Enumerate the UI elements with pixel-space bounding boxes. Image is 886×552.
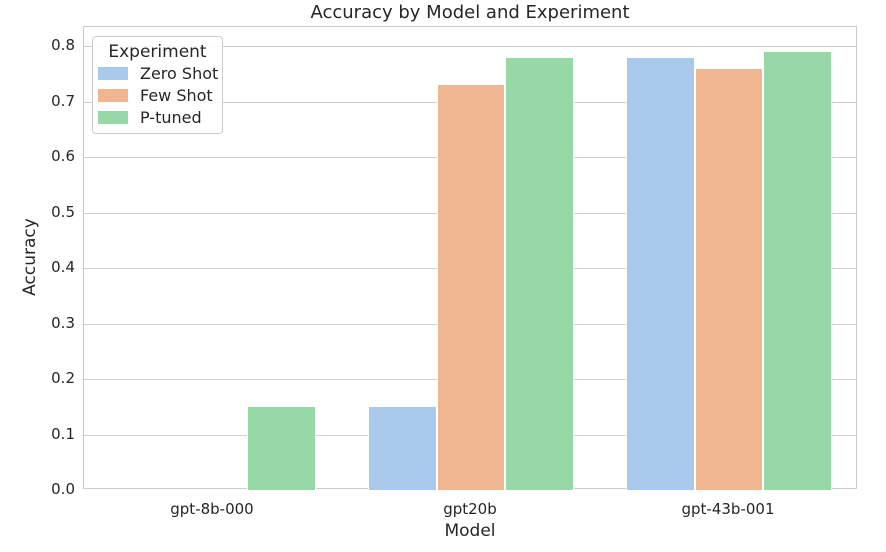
bar-gpt20b-zero-shot — [367, 406, 437, 490]
y-tick-0.7: 0.7 — [51, 91, 75, 110]
y-axis-label: Accuracy — [20, 218, 40, 296]
bar-gpt20b-p-tuned — [505, 57, 575, 490]
bar-gpt-43b-001-p-tuned — [763, 52, 833, 490]
legend-item-p-tuned: P-tuned — [93, 106, 222, 128]
legend: Experiment Zero Shot Few Shot P-tuned — [92, 36, 223, 134]
gridline-0.8 — [84, 46, 856, 48]
legend-label-zero-shot: Zero Shot — [140, 63, 219, 83]
y-tick-0.1: 0.1 — [51, 424, 75, 443]
legend-swatch-few-shot — [98, 88, 128, 102]
legend-swatch-p-tuned — [98, 110, 128, 124]
bar-gpt-8b-000-p-tuned — [247, 406, 317, 490]
legend-label-p-tuned: P-tuned — [140, 107, 202, 127]
legend-item-few-shot: Few Shot — [93, 84, 222, 106]
y-tick-0.8: 0.8 — [51, 36, 75, 55]
legend-label-few-shot: Few Shot — [140, 85, 213, 105]
y-tick-0.3: 0.3 — [51, 313, 75, 332]
legend-swatch-zero-shot — [98, 66, 128, 80]
legend-title: Experiment — [108, 42, 207, 62]
x-tick-gpt20b: gpt20b — [443, 500, 497, 518]
x-tick-gpt-43b-001: gpt-43b-001 — [681, 500, 775, 518]
legend-item-zero-shot: Zero Shot — [93, 62, 222, 84]
y-tick-0.0: 0.0 — [51, 480, 75, 498]
y-tick-0.6: 0.6 — [51, 147, 75, 166]
legend-items: Zero Shot Few Shot P-tuned — [93, 62, 222, 128]
plot-area: Experiment Zero Shot Few Shot P-tuned — [83, 26, 857, 490]
bar-gpt-43b-001-few-shot — [694, 68, 764, 490]
bar-gpt-43b-001-zero-shot — [625, 57, 695, 490]
y-tick-0.2: 0.2 — [51, 369, 75, 388]
y-tick-0.4: 0.4 — [51, 258, 75, 277]
x-axis-label: Model — [444, 521, 496, 541]
bar-gpt20b-few-shot — [436, 85, 506, 490]
y-tick-0.5: 0.5 — [51, 202, 75, 221]
chart-title: Accuracy by Model and Experiment — [310, 2, 630, 23]
x-tick-gpt-8b-000: gpt-8b-000 — [170, 500, 254, 518]
